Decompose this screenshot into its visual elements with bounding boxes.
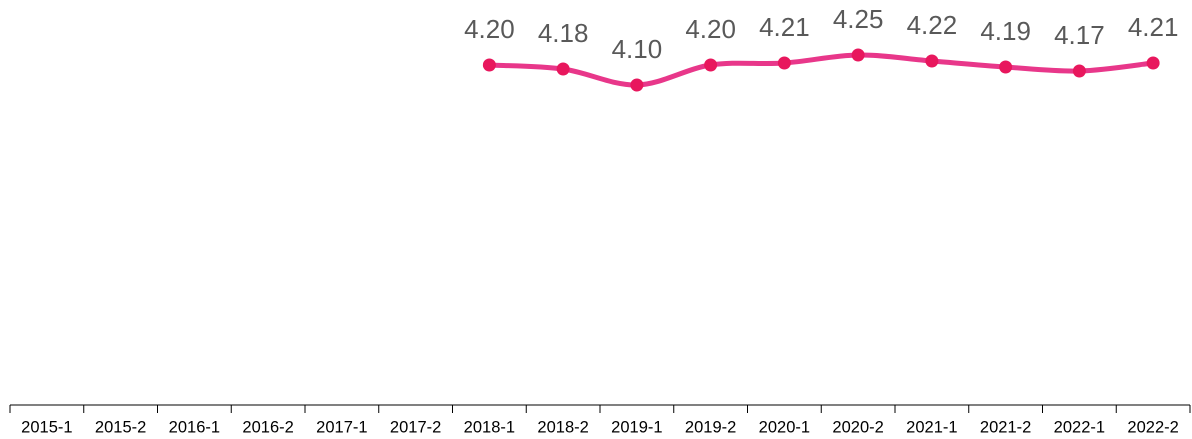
marker xyxy=(999,60,1013,74)
data-label: 4.22 xyxy=(907,10,958,40)
marker xyxy=(1146,56,1160,70)
marker xyxy=(482,58,496,72)
marker xyxy=(851,48,865,62)
x-tick-label: 2021-1 xyxy=(906,418,957,436)
data-label: 4.25 xyxy=(833,4,884,34)
data-label: 4.20 xyxy=(464,14,515,44)
x-tick-label: 2015-2 xyxy=(95,418,146,436)
line xyxy=(486,52,1156,88)
x-tick-label: 2016-2 xyxy=(242,418,293,436)
marker xyxy=(777,56,791,70)
x-tick-label: 2017-1 xyxy=(316,418,367,436)
data-label: 4.10 xyxy=(612,34,663,64)
x-tick-label: 2022-2 xyxy=(1127,418,1178,436)
x-tick-label: 2019-1 xyxy=(611,418,662,436)
x-tick-label: 2017-2 xyxy=(390,418,441,436)
x-tick-label: 2021-2 xyxy=(980,418,1031,436)
marker xyxy=(1072,64,1086,78)
x-tick-label: 2020-2 xyxy=(832,418,883,436)
data-label: 4.21 xyxy=(1128,12,1179,42)
marker xyxy=(925,54,939,68)
x-tick-label: 2015-1 xyxy=(21,418,72,436)
data-label: 4.21 xyxy=(759,12,810,42)
x-tick-label: 2018-1 xyxy=(464,418,515,436)
x-tick-label: 2020-1 xyxy=(759,418,810,436)
data-label: 4.19 xyxy=(980,16,1031,46)
x-tick-label: 2019-2 xyxy=(685,418,736,436)
marker xyxy=(630,78,644,92)
data-label: 4.18 xyxy=(538,18,589,48)
data-label: 4.17 xyxy=(1054,20,1105,50)
x-tick-label: 2022-1 xyxy=(1054,418,1105,436)
marker xyxy=(556,62,570,76)
data-label: 4.20 xyxy=(685,14,736,44)
x-tick-label: 2018-2 xyxy=(537,418,588,436)
marker xyxy=(704,58,718,72)
x-tick-label: 2016-1 xyxy=(169,418,220,436)
